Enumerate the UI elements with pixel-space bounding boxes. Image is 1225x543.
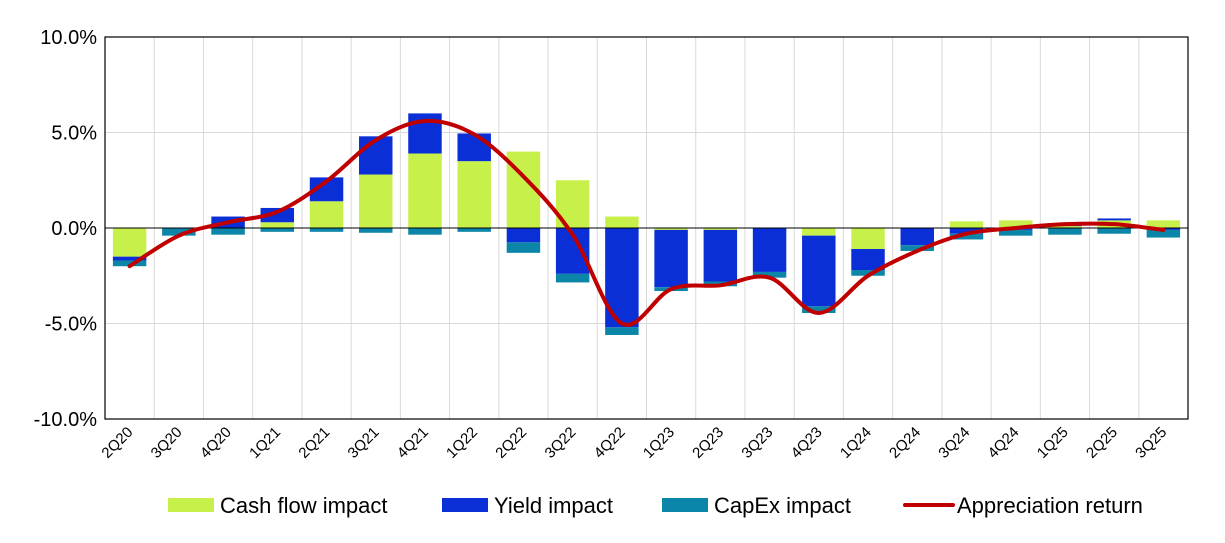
bar-capex-impact-1q21 bbox=[260, 228, 295, 232]
x-tick-label: 1Q21 bbox=[246, 424, 284, 462]
bar-cash-flow-impact-1q22 bbox=[457, 161, 491, 228]
x-tick-label: 2Q21 bbox=[295, 424, 333, 462]
bar-cash-flow-impact-2q21 bbox=[309, 201, 344, 228]
bar-yield-impact-2q20 bbox=[112, 256, 147, 261]
x-tick-label: 2Q23 bbox=[689, 424, 727, 462]
bar-capex-impact-1q25 bbox=[1048, 228, 1082, 235]
x-tick-label: 3Q25 bbox=[1132, 424, 1170, 462]
bar-yield-impact-2q22 bbox=[506, 228, 541, 243]
legend: Cash flow impact Yield impact CapEx impact… bbox=[168, 493, 1143, 518]
bar-capex-impact-3q20 bbox=[162, 228, 196, 236]
x-tick-label: 1Q22 bbox=[443, 424, 481, 462]
x-tick-label: 3Q22 bbox=[542, 424, 580, 462]
bar-yield-impact-2q21 bbox=[309, 177, 344, 202]
x-tick-label: 2Q24 bbox=[886, 424, 924, 462]
x-axis-ticks: 2Q20 3Q20 4Q20 1Q21 2Q21 3Q21 4Q21 1Q22 2Q22 3Q22… bbox=[98, 424, 1170, 462]
legend-label-yield-impact: Yield impact bbox=[494, 493, 613, 518]
x-tick-label: 4Q23 bbox=[788, 424, 826, 462]
bar-capex-impact-4q20 bbox=[211, 228, 245, 235]
bar-yield-impact-1q22 bbox=[457, 133, 491, 162]
bar-cash-flow-impact-1q25 bbox=[1048, 226, 1082, 228]
y-tick-label: 5.0% bbox=[51, 123, 97, 145]
bar-yield-impact-3q21 bbox=[359, 136, 393, 175]
bar-yield-impact-3q24 bbox=[949, 228, 984, 234]
bar-capex-impact-3q23 bbox=[752, 271, 787, 278]
bar-yield-impact-3q23 bbox=[752, 228, 787, 272]
legend-swatch-capex-impact bbox=[662, 498, 708, 512]
bar-yield-impact-1q21 bbox=[260, 207, 295, 223]
bar-capex-impact-2q21 bbox=[309, 228, 344, 232]
bar-capex-impact-1q22 bbox=[457, 228, 491, 232]
bar-cash-flow-impact-1q21 bbox=[260, 222, 295, 228]
bar-cash-flow-impact-4q21 bbox=[408, 153, 442, 228]
bar-capex-impact-2q20 bbox=[112, 260, 147, 267]
bar-capex-impact-4q21 bbox=[408, 228, 442, 235]
bar-cash-flow-impact-3q25 bbox=[1146, 220, 1181, 228]
bar-cash-flow-impact-3q24 bbox=[949, 221, 984, 228]
bar-capex-impact-4q23 bbox=[802, 306, 836, 313]
y-tick-label: 10.0% bbox=[40, 27, 97, 49]
x-tick-label: 3Q23 bbox=[738, 424, 776, 462]
x-tick-label: 1Q23 bbox=[640, 424, 678, 462]
bar-series bbox=[112, 113, 1181, 335]
bar-yield-impact-4q23 bbox=[802, 235, 836, 307]
x-tick-label: 4Q24 bbox=[985, 424, 1023, 462]
bar-cash-flow-impact-1q23 bbox=[654, 228, 688, 230]
bar-cash-flow-impact-2q23 bbox=[703, 228, 738, 230]
bar-capex-impact-3q22 bbox=[555, 273, 590, 283]
bar-yield-impact-2q24 bbox=[900, 228, 934, 246]
bar-capex-impact-2q25 bbox=[1097, 228, 1131, 234]
bar-capex-impact-3q25 bbox=[1146, 229, 1181, 238]
x-tick-label: 1Q25 bbox=[1034, 424, 1072, 462]
plot-area-frame bbox=[104, 36, 1189, 420]
y-tick-label: -5.0% bbox=[45, 314, 97, 336]
bar-cash-flow-impact-4q22 bbox=[605, 216, 639, 228]
bar-cash-flow-impact-2q20 bbox=[112, 228, 147, 257]
bar-capex-impact-4q22 bbox=[605, 327, 639, 335]
x-tick-label: 4Q20 bbox=[197, 424, 235, 462]
legend-label-appreciation-return: Appreciation return bbox=[957, 493, 1143, 518]
bar-yield-impact-2q25 bbox=[1097, 218, 1131, 221]
legend-label-cash-flow-impact: Cash flow impact bbox=[220, 493, 388, 518]
y-tick-label: 0.0% bbox=[51, 218, 97, 240]
y-tick-label: -10.0% bbox=[34, 409, 98, 431]
legend-swatch-yield-impact bbox=[442, 498, 488, 512]
x-tick-label: 3Q24 bbox=[935, 424, 973, 462]
bar-capex-impact-3q24 bbox=[949, 233, 984, 240]
x-tick-label: 2Q22 bbox=[492, 424, 530, 462]
bar-capex-impact-2q24 bbox=[900, 245, 934, 251]
bar-yield-impact-1q24 bbox=[851, 249, 885, 271]
bar-cash-flow-impact-1q24 bbox=[851, 228, 885, 250]
bar-capex-impact-1q24 bbox=[851, 270, 885, 276]
legend-label-capex-impact: CapEx impact bbox=[714, 493, 851, 518]
x-tick-label: 3Q20 bbox=[148, 424, 186, 462]
bar-capex-impact-2q22 bbox=[506, 242, 541, 253]
x-tick-label: 4Q22 bbox=[591, 424, 629, 462]
bar-capex-impact-3q21 bbox=[359, 228, 393, 233]
x-tick-label: 1Q24 bbox=[837, 424, 875, 462]
x-tick-label: 2Q25 bbox=[1083, 424, 1121, 462]
bar-cash-flow-impact-3q21 bbox=[359, 174, 393, 228]
legend-swatch-cash-flow-impact bbox=[168, 498, 214, 512]
bar-cash-flow-impact-4q23 bbox=[802, 228, 836, 236]
bar-yield-impact-2q23 bbox=[703, 229, 738, 282]
bar-capex-impact-4q24 bbox=[998, 229, 1033, 236]
y-axis-ticks: 10.0% 5.0% 0.0% -5.0% -10.0% bbox=[34, 27, 98, 431]
x-tick-label: 4Q21 bbox=[394, 424, 432, 462]
line-appreciation-return bbox=[127, 118, 1166, 327]
bar-cash-flow-impact-4q24 bbox=[998, 220, 1033, 228]
x-tick-label: 2Q20 bbox=[98, 424, 136, 462]
bar-yield-impact-1q23 bbox=[654, 229, 688, 288]
line-series bbox=[127, 118, 1166, 327]
x-tick-label: 3Q21 bbox=[345, 424, 383, 462]
